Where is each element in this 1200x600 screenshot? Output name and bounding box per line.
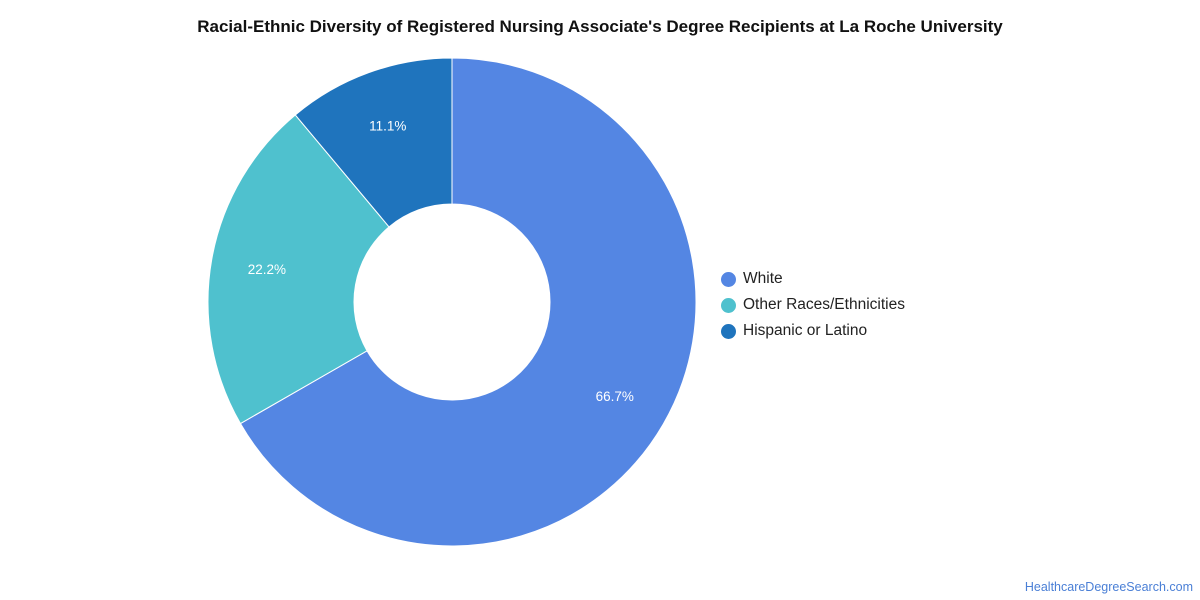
legend-item-white[interactable]: White	[721, 266, 905, 292]
legend-swatch	[721, 297, 736, 313]
slice-labels: 66.7% 22.2% 11.1%	[248, 118, 634, 404]
source-credit-link[interactable]: HealthcareDegreeSearch.com	[1024, 580, 1193, 594]
slice-value-label: 22.2%	[248, 262, 286, 277]
donut-slices	[207, 57, 697, 547]
legend: White Other Races/Ethnicities Hispanic o…	[721, 266, 905, 344]
donut-slice-hispanic-or-latino[interactable]	[294, 57, 453, 228]
donut-slice-other-races-ethnicities[interactable]	[207, 114, 390, 425]
slice-value-label: 11.1%	[369, 118, 406, 133]
legend-item-other-races[interactable]: Other Races/Ethnicities	[721, 292, 905, 318]
slice-value-label: 66.7%	[596, 389, 634, 404]
donut-slice-white[interactable]	[239, 57, 697, 547]
legend-label: White	[743, 270, 783, 287]
legend-item-hispanic-latino[interactable]: Hispanic or Latino	[721, 318, 905, 344]
legend-swatch	[721, 271, 736, 287]
legend-label: Other Races/Ethnicities	[743, 296, 905, 313]
legend-label: Hispanic or Latino	[743, 322, 868, 339]
chart-title: Racial-Ethnic Diversity of Registered Nu…	[197, 17, 1003, 36]
legend-swatch	[721, 323, 736, 339]
